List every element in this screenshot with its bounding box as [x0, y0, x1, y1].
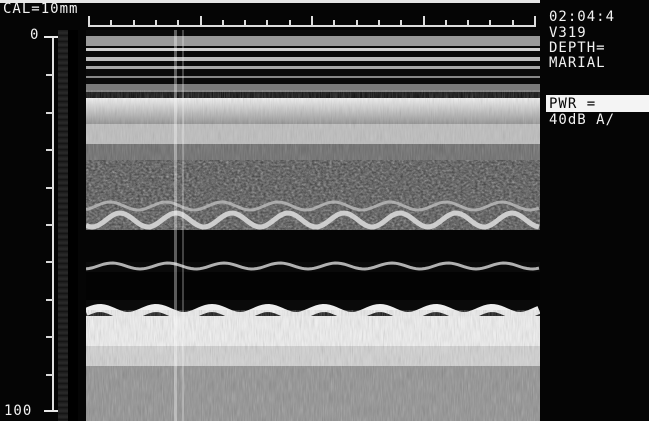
power-readout: PWR =: [549, 96, 597, 112]
time-tick: [311, 16, 313, 25]
depth-tick: [46, 111, 53, 114]
depth-tick: [46, 373, 53, 376]
time-tick: [221, 20, 224, 25]
time-tick: [444, 20, 447, 25]
time-tick: [511, 20, 514, 25]
time-tick: [154, 20, 157, 25]
time-tick: [88, 16, 90, 25]
id-readout: V319: [549, 25, 587, 41]
depth-scale-top-tick: [44, 36, 58, 38]
gain-readout: 40dB A/: [549, 112, 616, 128]
depth-readout: DEPTH=: [549, 40, 606, 56]
time-tick: [377, 20, 380, 25]
calibration-label: CAL=10mm: [3, 1, 79, 17]
time-tick: [489, 20, 492, 25]
time-tick: [110, 20, 113, 25]
depth-bottom-label: 100: [4, 403, 33, 419]
time-tick: [132, 20, 135, 25]
echo-left-strip: [58, 30, 68, 421]
depth-tick: [46, 298, 53, 301]
depth-scale: [52, 36, 54, 412]
time-ruler: [88, 25, 536, 27]
time-tick: [288, 20, 291, 25]
depth-tick: [46, 149, 53, 152]
mode-readout: MARIAL: [549, 55, 606, 71]
depth-tick: [46, 336, 53, 339]
time-tick: [266, 20, 269, 25]
m-mode-trace: [78, 30, 540, 421]
power-highlight: [546, 95, 649, 112]
readout-panel: [540, 0, 649, 421]
time-tick: [244, 20, 247, 25]
time-tick: [177, 20, 180, 25]
time-tick: [355, 20, 358, 25]
marker-bar: [68, 30, 78, 421]
time-tick: [199, 16, 202, 25]
depth-tick: [46, 224, 53, 226]
echo-image: [78, 30, 540, 421]
top-margin: [0, 0, 649, 3]
depth-tick: [46, 261, 53, 264]
time-tick: [333, 20, 336, 25]
time-tick: [422, 16, 425, 25]
time-readout: 02:04:4: [549, 9, 616, 25]
depth-tick: [46, 74, 53, 77]
depth-scale-bottom-tick: [44, 410, 58, 412]
time-tick: [467, 20, 470, 25]
depth-tick: [46, 186, 53, 189]
time-tick: [400, 20, 403, 25]
time-tick: [534, 16, 536, 25]
depth-top-label: 0: [30, 27, 40, 43]
